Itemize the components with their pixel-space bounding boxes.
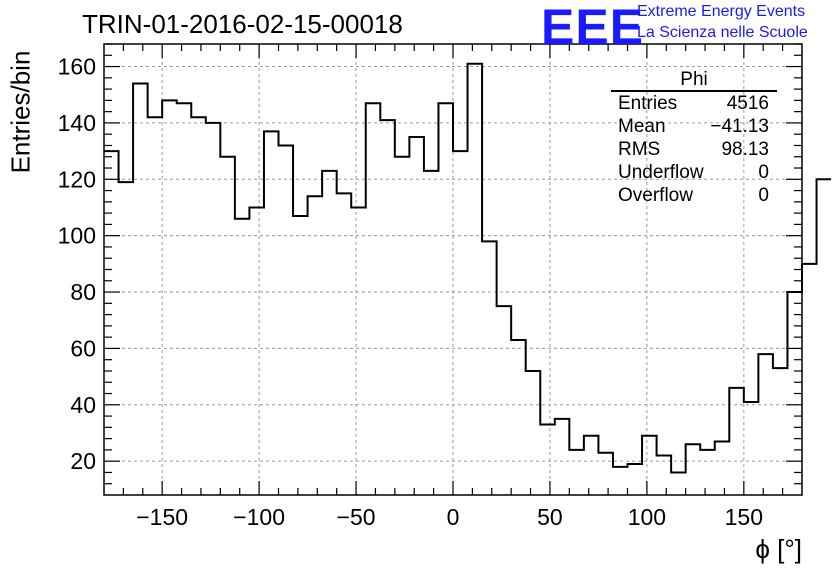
stats-label: Underflow	[618, 162, 704, 183]
y-tick-label: 140	[58, 110, 96, 136]
stats-label: Overflow	[618, 185, 693, 206]
x-axis-label: ϕ [°]	[755, 534, 802, 564]
y-tick-label: 80	[70, 279, 96, 305]
x-tick-label: −50	[337, 504, 376, 530]
x-tick-label: 50	[537, 504, 563, 530]
stats-value: 4516	[726, 93, 769, 114]
x-tick-label: −150	[136, 504, 188, 530]
eee-logo: EEE	[541, 0, 645, 55]
y-tick-label: 40	[70, 392, 96, 418]
stats-row: Overflow 0	[611, 184, 777, 207]
stats-value: 0	[758, 185, 769, 206]
axis-tick-labels: −150 −100 −50 0 50 100 150 20 40 60 80 100 120 140 160	[58, 54, 763, 530]
chart-title: TRIN-01-2016-02-15-00018	[82, 9, 403, 39]
y-tick-label: 160	[58, 54, 96, 80]
logo-line-1: Extreme Energy Events	[637, 3, 806, 20]
histogram-outline	[104, 62, 832, 474]
y-axis-label-text: Entries/bin	[5, 50, 36, 174]
x-tick-label: 150	[725, 504, 763, 530]
stats-value: 0	[758, 162, 769, 183]
stats-row: Mean −41.13	[611, 115, 777, 138]
axis-ticks	[104, 43, 802, 495]
stats-value: −41.13	[710, 116, 769, 137]
x-tick-label: 0	[447, 504, 460, 530]
x-tick-label: 100	[628, 504, 666, 530]
stats-label: Mean	[618, 116, 666, 137]
stats-box: Phi Entries 4516 Mean −41.13 RMS 98.13 Unde…	[611, 70, 777, 207]
stats-value: 98.13	[721, 139, 769, 160]
logo-line-2: La Scienza nelle Scuole	[637, 24, 808, 41]
stats-label: RMS	[618, 139, 661, 160]
y-tick-label: 60	[70, 335, 96, 361]
y-tick-label: 100	[58, 223, 96, 249]
x-tick-label: −100	[233, 504, 285, 530]
stats-row: RMS 98.13	[611, 138, 777, 161]
stats-row: Entries 4516	[611, 92, 777, 115]
stats-label: Entries	[618, 93, 678, 114]
stats-title: Phi	[611, 70, 777, 92]
y-tick-label: 20	[70, 448, 96, 474]
stats-row: Underflow 0	[611, 161, 777, 184]
y-tick-label: 120	[58, 166, 96, 192]
